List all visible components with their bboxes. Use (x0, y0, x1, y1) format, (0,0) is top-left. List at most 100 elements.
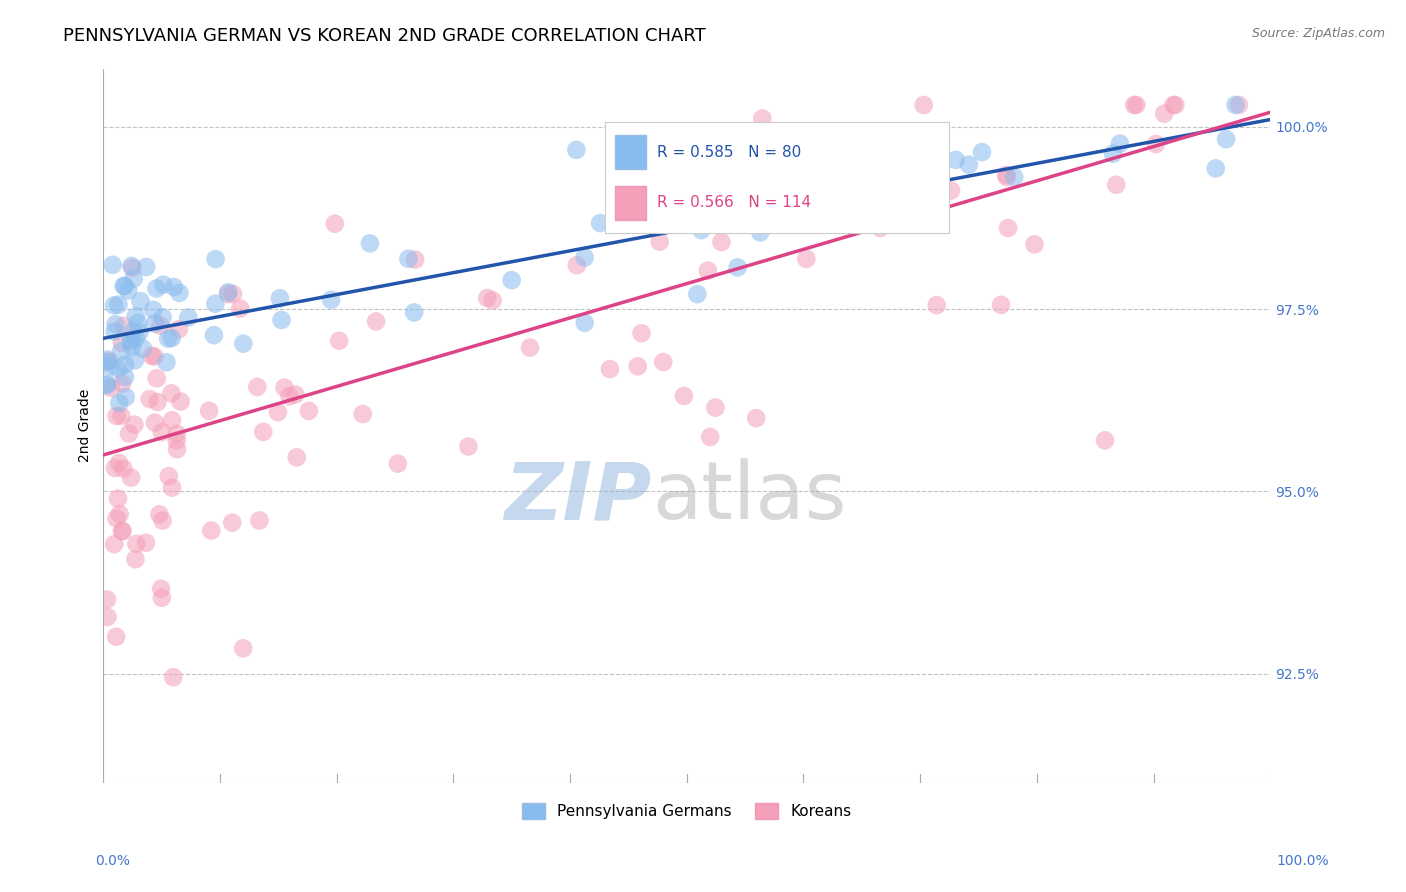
Point (148, 508, 170, 522)
Point (970, 145, 993, 160)
Point (121, 259, 143, 273)
Point (114, 279, 136, 293)
Point (787, 197, 810, 211)
Point (96, 378, 118, 392)
Point (1105, 178, 1128, 192)
Point (160, 331, 183, 345)
Point (111, 335, 134, 350)
Point (160, 386, 183, 401)
Point (686, 287, 709, 301)
Point (1125, 98, 1147, 112)
Point (145, 371, 167, 385)
Point (696, 263, 718, 277)
Point (101, 258, 124, 272)
Point (157, 469, 180, 483)
Point (108, 507, 131, 521)
Point (745, 411, 768, 425)
Point (114, 390, 136, 404)
Point (957, 158, 980, 172)
Point (104, 317, 127, 331)
Point (749, 226, 772, 240)
Point (163, 280, 186, 294)
Point (111, 376, 134, 391)
Point (96, 352, 118, 367)
Point (166, 434, 188, 448)
Point (665, 135, 688, 149)
Text: ZIP: ZIP (505, 458, 652, 536)
Point (150, 582, 173, 596)
Point (100, 381, 122, 395)
Point (111, 524, 134, 538)
Point (477, 291, 499, 305)
Point (1144, 137, 1167, 152)
Point (319, 293, 342, 307)
Point (135, 535, 157, 549)
Text: PENNSYLVANIA GERMAN VS KOREAN 2ND GRADE CORRELATION CHART: PENNSYLVANIA GERMAN VS KOREAN 2ND GRADE … (63, 27, 706, 45)
Point (1164, 98, 1187, 112)
Point (869, 221, 891, 235)
Point (359, 236, 381, 251)
Point (160, 481, 183, 495)
Point (565, 258, 588, 272)
Point (150, 591, 173, 605)
Point (98, 359, 121, 374)
Point (727, 260, 749, 275)
Point (364, 314, 387, 328)
Point (278, 389, 301, 403)
Point (177, 310, 200, 325)
Point (110, 344, 132, 359)
Point (699, 430, 721, 444)
Point (96, 610, 118, 624)
Point (995, 168, 1018, 182)
Point (1205, 161, 1227, 176)
Point (1109, 136, 1132, 151)
Point (284, 387, 307, 401)
Point (138, 392, 160, 406)
Point (152, 277, 174, 292)
Point (221, 516, 243, 530)
Point (990, 298, 1012, 312)
Point (222, 287, 245, 301)
Point (96, 376, 118, 391)
Point (404, 252, 426, 267)
Point (252, 425, 274, 439)
Point (121, 325, 143, 339)
Point (117, 284, 139, 298)
Point (267, 405, 290, 419)
Point (751, 112, 773, 126)
Legend: Pennsylvania Germans, Koreans: Pennsylvania Germans, Koreans (516, 797, 858, 825)
Point (129, 294, 152, 309)
Point (169, 394, 191, 409)
Point (945, 153, 967, 167)
Point (246, 380, 269, 394)
Point (96, 355, 118, 369)
Point (249, 514, 271, 528)
Point (204, 297, 226, 311)
Point (105, 630, 128, 644)
Text: atlas: atlas (652, 458, 846, 536)
Point (110, 409, 132, 423)
Point (166, 426, 188, 441)
Point (198, 404, 221, 418)
Point (202, 328, 225, 343)
Point (152, 514, 174, 528)
Point (167, 322, 190, 336)
Point (1153, 106, 1175, 120)
Point (1094, 434, 1116, 448)
Point (607, 201, 630, 215)
Point (96, 592, 118, 607)
Point (232, 641, 254, 656)
Point (108, 456, 131, 470)
Point (1002, 169, 1025, 184)
Point (398, 252, 420, 266)
Point (285, 450, 308, 465)
Text: 100.0%: 100.0% (1277, 854, 1329, 868)
Point (652, 355, 675, 369)
Point (104, 461, 127, 475)
Point (217, 287, 239, 301)
Point (150, 425, 173, 439)
Point (997, 221, 1019, 235)
Point (112, 278, 135, 293)
Point (162, 670, 184, 684)
Point (146, 395, 169, 409)
